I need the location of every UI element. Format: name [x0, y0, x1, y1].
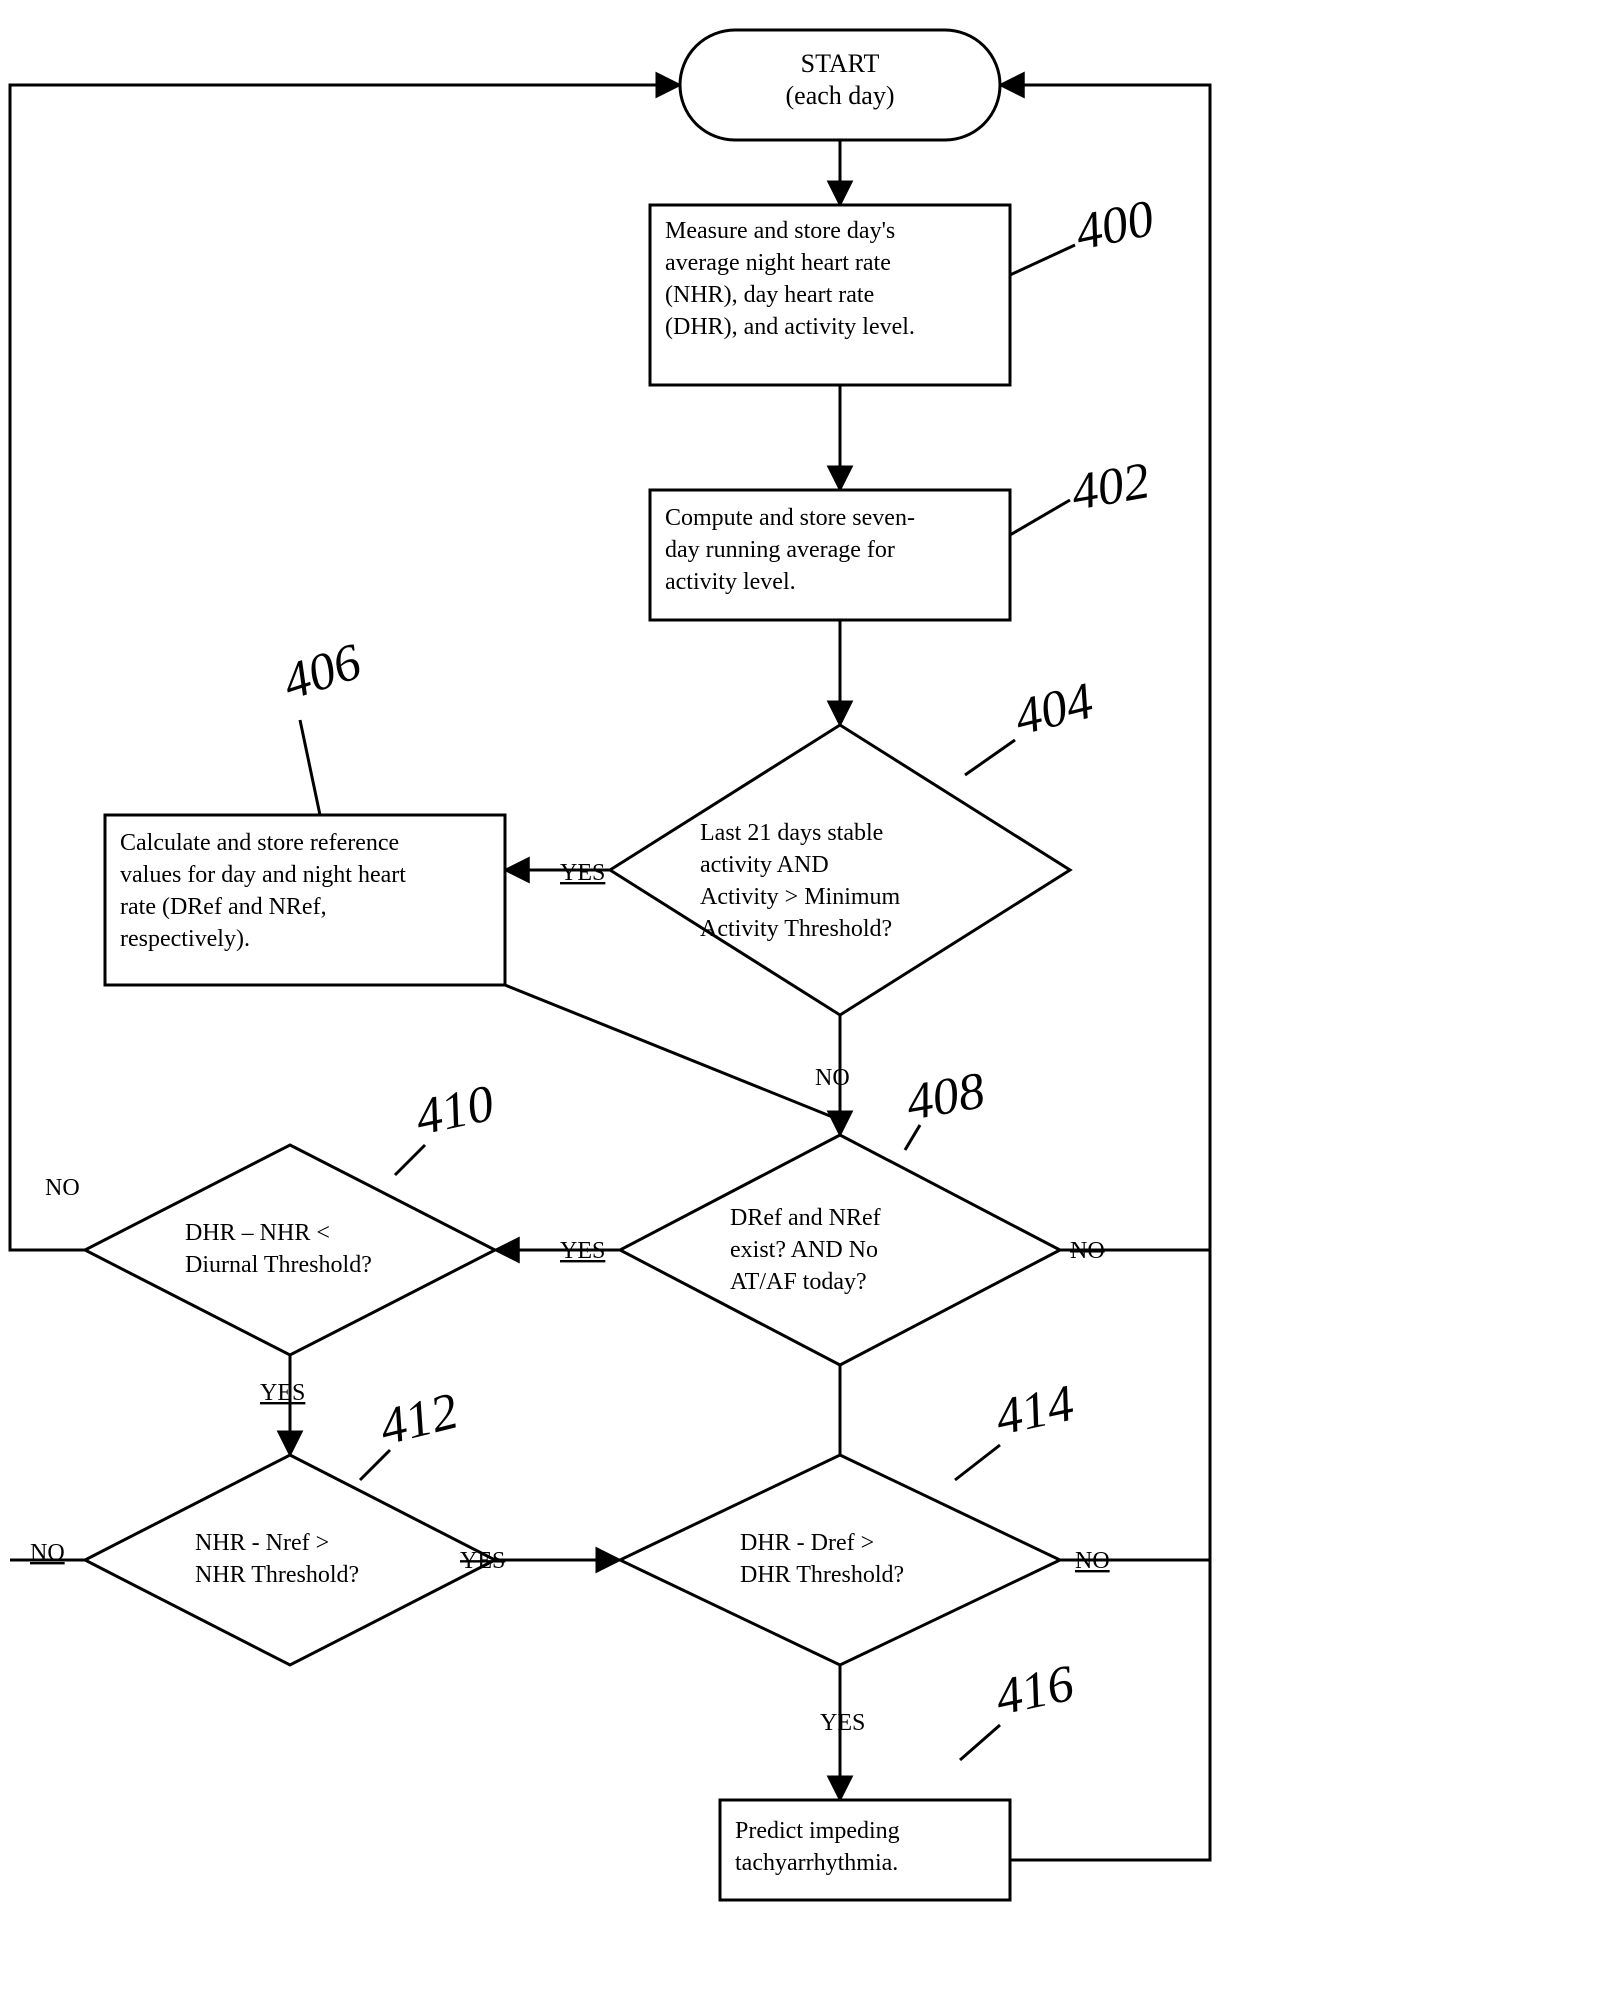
- node-406: Calculate and store reference values for…: [105, 815, 505, 985]
- n416-l0: Predict impeding: [735, 1818, 900, 1844]
- node-404: Last 21 days stable activity AND Activit…: [610, 725, 1070, 1015]
- node-408: DRef and NRef exist? AND No AT/AF today?: [620, 1135, 1060, 1365]
- svg-text:DHR – NHR <: DHR – NHR <: [185, 1220, 330, 1246]
- label-412-yes: YES: [460, 1548, 505, 1574]
- node-402: Compute and store seven- day running ave…: [650, 490, 1010, 620]
- anno-404: 404: [1009, 672, 1098, 746]
- anno-412: 412: [374, 1382, 463, 1456]
- svg-text:START: START: [801, 49, 880, 78]
- n410-l0: DHR – NHR <: [185, 1220, 330, 1246]
- n402-l2: activity level.: [665, 569, 796, 595]
- anno-406: 406: [276, 633, 368, 711]
- label-408-yes: YES: [560, 1238, 605, 1264]
- n406-l3: respectively).: [120, 926, 250, 952]
- start-line2: (each day): [786, 81, 895, 110]
- anno-402: 402: [1067, 452, 1154, 522]
- n406-l1: values for day and night heart: [120, 862, 406, 888]
- svg-text:NHR - Nref >: NHR - Nref >: [195, 1530, 329, 1556]
- svg-text:Activity Threshold?: Activity Threshold?: [700, 916, 892, 942]
- svg-text:NHR Threshold?: NHR Threshold?: [195, 1562, 359, 1588]
- svg-text:activity AND: activity AND: [700, 852, 829, 878]
- svg-text:(DHR), and activity level.: (DHR), and activity level.: [665, 314, 915, 340]
- svg-text:Activity > Minimum: Activity > Minimum: [700, 884, 901, 910]
- node-400: Measure and store day's average night he…: [650, 205, 1010, 385]
- anno-408: 408: [902, 1062, 989, 1132]
- svg-text:Predict impeding: Predict impeding: [735, 1818, 900, 1844]
- label-412-no: NO: [30, 1540, 65, 1566]
- n406-l2: rate (DRef and NRef,: [120, 894, 327, 920]
- svg-text:Diurnal Threshold?: Diurnal Threshold?: [185, 1252, 372, 1278]
- label-408-no: NO: [1070, 1238, 1105, 1264]
- node-410: DHR – NHR < Diurnal Threshold?: [85, 1145, 495, 1355]
- n404-l0: Last 21 days stable: [700, 820, 883, 846]
- svg-text:(each day): (each day): [786, 81, 895, 110]
- node-416: Predict impeding tachyarrhythmia.: [720, 1800, 1010, 1900]
- node-start: START (each day): [680, 30, 1000, 140]
- n412-l0: NHR - Nref >: [195, 1530, 329, 1556]
- anno-400: 400: [1071, 190, 1159, 262]
- label-404-yes: YES: [560, 860, 605, 886]
- n402-l0: Compute and store seven-: [665, 505, 915, 531]
- n400-l3: (DHR), and activity level.: [665, 314, 915, 340]
- svg-text:Last 21 days stable: Last 21 days stable: [700, 820, 883, 846]
- svg-text:respectively).: respectively).: [120, 926, 250, 952]
- n402-l1: day running average for: [665, 537, 895, 563]
- n404-l2: Activity > Minimum: [700, 884, 901, 910]
- svg-text:day running average for: day running average for: [665, 537, 895, 563]
- n414-l0: DHR - Dref >: [740, 1530, 874, 1556]
- svg-text:DHR Threshold?: DHR Threshold?: [740, 1562, 904, 1588]
- n414-l1: DHR Threshold?: [740, 1562, 904, 1588]
- anno-414: 414: [991, 1375, 1079, 1447]
- anno-416: 416: [991, 1655, 1079, 1727]
- label-410-yes: YES: [260, 1380, 305, 1406]
- svg-text:rate (DRef and NRef,: rate (DRef and NRef,: [120, 894, 327, 920]
- n412-l1: NHR Threshold?: [195, 1562, 359, 1588]
- node-414: DHR - Dref > DHR Threshold?: [620, 1455, 1060, 1665]
- svg-text:average night heart rate: average night heart rate: [665, 250, 891, 276]
- svg-text:Calculate and store reference: Calculate and store reference: [120, 830, 399, 856]
- svg-text:tachyarrhythmia.: tachyarrhythmia.: [735, 1850, 898, 1876]
- label-414-no: NO: [1075, 1548, 1110, 1574]
- anno-410: 410: [411, 1075, 499, 1147]
- n410-l1: Diurnal Threshold?: [185, 1252, 372, 1278]
- svg-text:Compute and store seven-: Compute and store seven-: [665, 505, 915, 531]
- n400-l2: (NHR), day heart rate: [665, 282, 874, 308]
- svg-text:DHR - Dref >: DHR - Dref >: [740, 1530, 874, 1556]
- node-412: NHR - Nref > NHR Threshold?: [85, 1455, 495, 1665]
- n408-l0: DRef and NRef: [730, 1205, 881, 1231]
- svg-text:activity level.: activity level.: [665, 569, 796, 595]
- svg-text:DRef and NRef: DRef and NRef: [730, 1205, 881, 1231]
- svg-text:exist? AND No: exist? AND No: [730, 1237, 878, 1263]
- start-line1: START: [801, 49, 880, 78]
- label-404-no: NO: [815, 1065, 850, 1091]
- n408-l1: exist? AND No: [730, 1237, 878, 1263]
- n404-l1: activity AND: [700, 852, 829, 878]
- n400-l1: average night heart rate: [665, 250, 891, 276]
- n416-l1: tachyarrhythmia.: [735, 1850, 898, 1876]
- n404-l3: Activity Threshold?: [700, 916, 892, 942]
- svg-text:(NHR), day heart rate: (NHR), day heart rate: [665, 282, 874, 308]
- n406-l0: Calculate and store reference: [120, 830, 399, 856]
- label-414-yes: YES: [820, 1710, 865, 1736]
- label-410-no: NO: [45, 1175, 80, 1201]
- svg-text:Measure and store day's: Measure and store day's: [665, 218, 895, 244]
- n408-l2: AT/AF today?: [730, 1269, 867, 1295]
- flowchart-canvas: START (each day) Measure and store day's…: [0, 0, 1613, 1993]
- n400-l0: Measure and store day's: [665, 218, 895, 244]
- svg-text:AT/AF today?: AT/AF today?: [730, 1269, 867, 1295]
- svg-text:values for day and night heart: values for day and night heart: [120, 862, 406, 888]
